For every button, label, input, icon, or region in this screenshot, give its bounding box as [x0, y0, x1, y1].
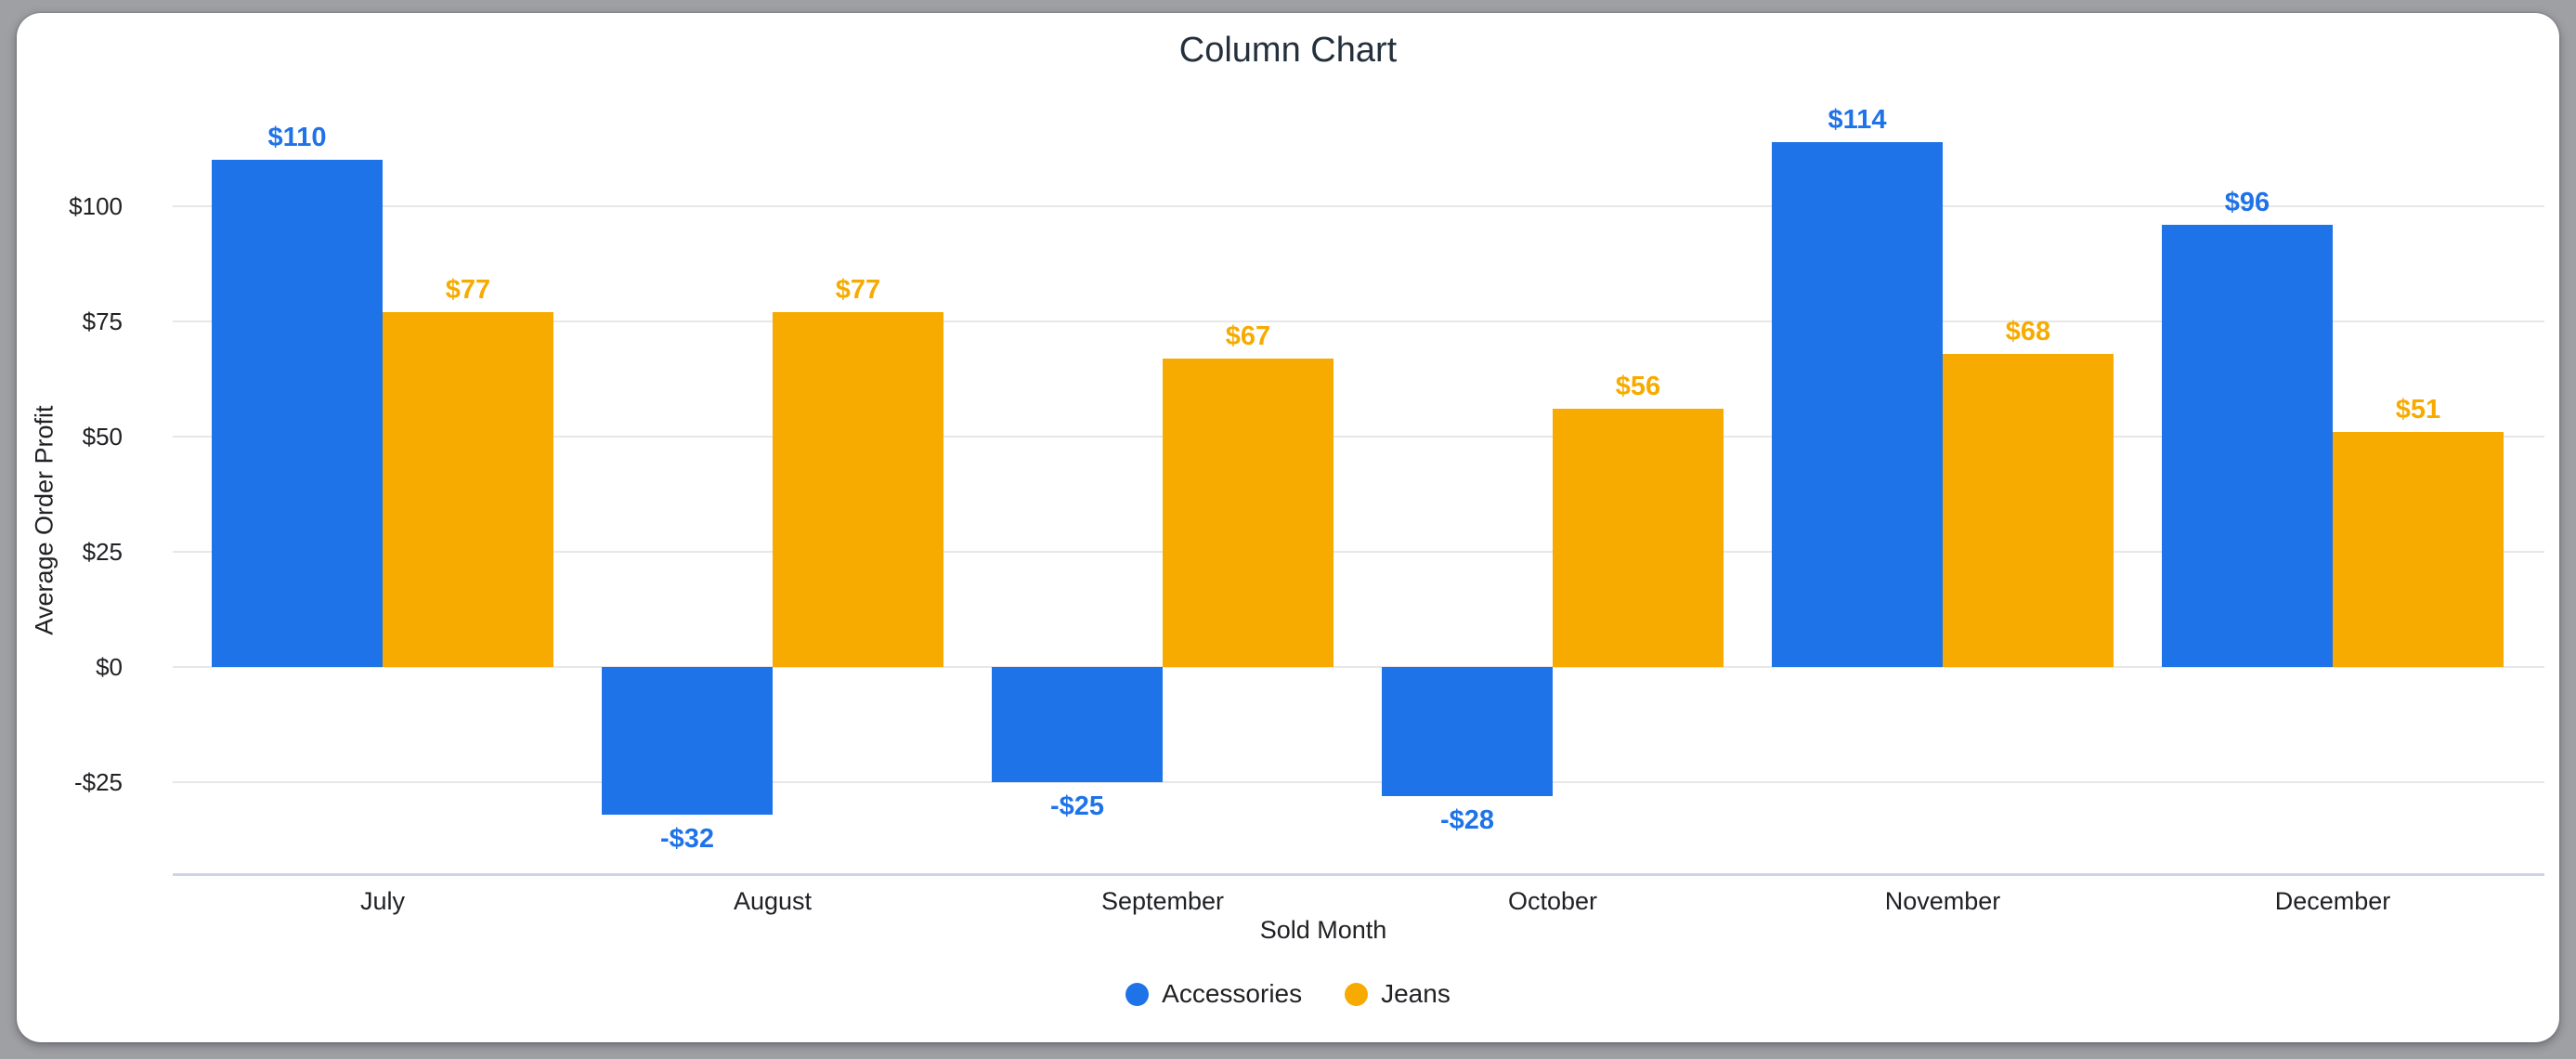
bar-value-label: $68 [2005, 316, 2051, 346]
bar-accessories-october[interactable] [1382, 667, 1553, 796]
bar-value-label: $51 [2395, 395, 2441, 425]
bar-accessories-august[interactable] [602, 667, 773, 815]
x-tick-label-december: December [2274, 887, 2391, 915]
gridline [173, 436, 2544, 438]
bar-value-label: $56 [1615, 372, 1661, 402]
bar-value-label: -$25 [1049, 791, 1105, 821]
gridline [173, 551, 2544, 553]
y-tick-label: -$25 [73, 768, 123, 796]
bar-value-label: $67 [1225, 320, 1271, 351]
bar-value-label: $110 [267, 123, 327, 153]
x-axis-line [173, 873, 2544, 876]
legend-item-accessories[interactable]: Accessories [1125, 979, 1302, 1009]
x-tick-label-november: November [1884, 887, 2001, 915]
bar-jeans-december[interactable] [2333, 432, 2504, 667]
y-tick-label: $75 [82, 307, 123, 335]
bar-accessories-december[interactable] [2162, 224, 2333, 667]
gridline [173, 320, 2544, 322]
bar-value-label: -$32 [659, 823, 715, 854]
gridline [173, 205, 2544, 207]
legend-swatch-icon [1125, 982, 1150, 1006]
bar-jeans-july[interactable] [383, 312, 553, 667]
y-tick-label: $50 [82, 423, 123, 451]
chart-title: Column Chart [1178, 31, 1398, 70]
bar-accessories-november[interactable] [1772, 141, 1943, 667]
bar-value-label: $77 [445, 275, 491, 306]
bar-value-label: $96 [2224, 187, 2270, 217]
chart-card: Column Chart Average Order Profit $100 $7… [17, 13, 2559, 1042]
x-tick-label-october: October [1507, 887, 1598, 915]
x-tick-label-july: July [359, 887, 405, 915]
bar-jeans-september[interactable] [1163, 358, 1334, 667]
legend-label: Accessories [1162, 979, 1303, 1008]
legend-item-jeans[interactable]: Jeans [1345, 979, 1451, 1009]
legend-label: Jeans [1381, 979, 1451, 1008]
bar-jeans-august[interactable] [773, 312, 943, 667]
y-tick-label: $0 [96, 653, 123, 681]
bar-value-label: $114 [1828, 104, 1887, 135]
x-tick-label-september: September [1100, 887, 1225, 915]
x-tick-label-august: August [733, 887, 813, 915]
legend-swatch-icon [1345, 982, 1369, 1006]
bar-jeans-october[interactable] [1553, 409, 1724, 667]
plot-area: $100 $75 $50 $25 $0 -$25 $110 $77 July -$32 $77 Aug… [17, 13, 2559, 1042]
bar-jeans-november[interactable] [1943, 353, 2114, 667]
y-tick-label: $100 [69, 192, 123, 220]
x-axis-title: Sold Month [1259, 916, 1387, 944]
y-tick-label: $25 [82, 538, 123, 566]
bar-accessories-july[interactable] [212, 160, 383, 667]
bar-value-label: -$28 [1439, 804, 1495, 835]
bar-accessories-september[interactable] [992, 667, 1163, 782]
gridline [173, 781, 2544, 783]
bar-value-label: $77 [835, 275, 881, 306]
legend: Accessories Jeans [17, 979, 2559, 1009]
gridline [173, 666, 2544, 668]
